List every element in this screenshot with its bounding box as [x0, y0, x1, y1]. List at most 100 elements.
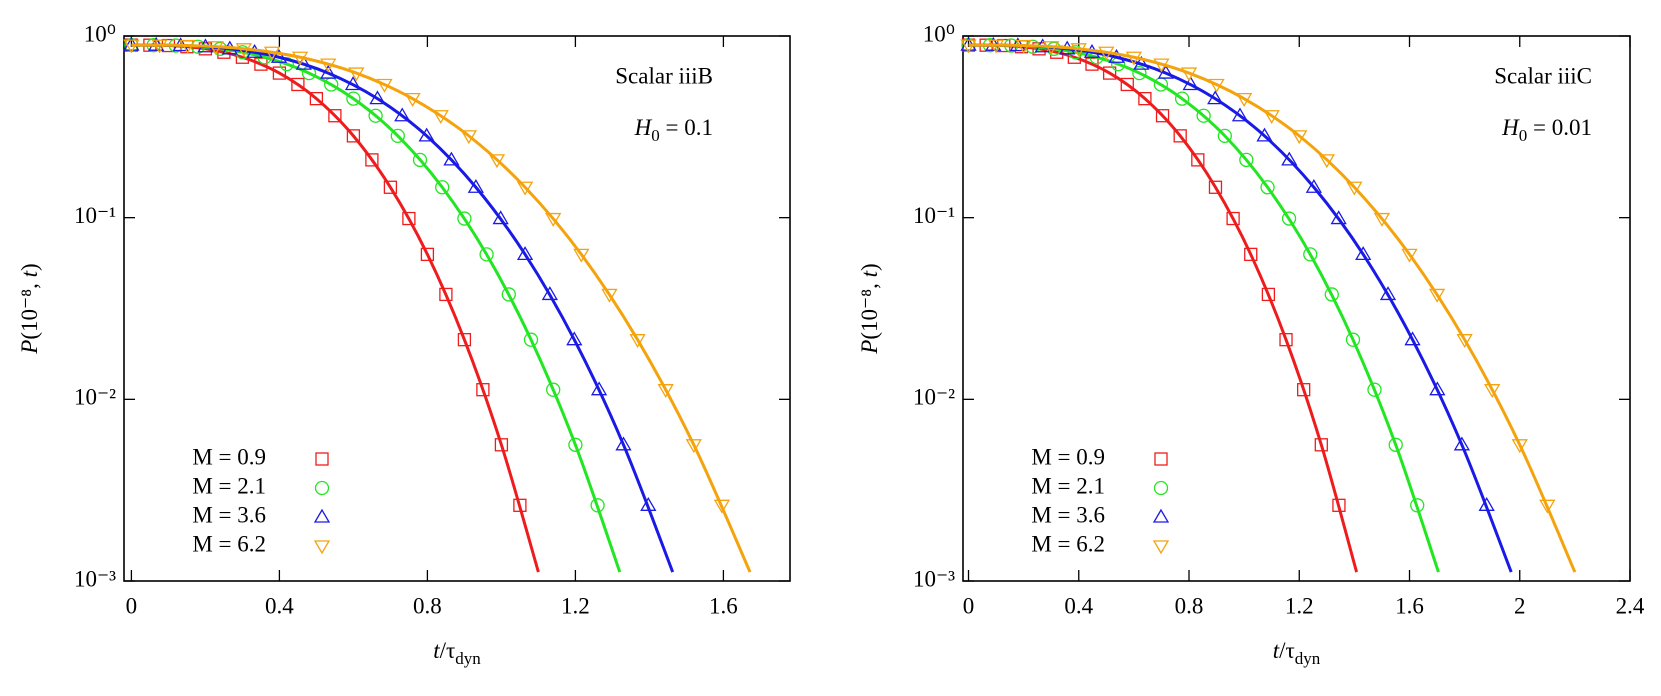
marker	[1208, 180, 1223, 194]
annotation-part: 0	[651, 126, 660, 145]
marker	[344, 76, 362, 91]
legend-label: M = 3.6	[192, 502, 266, 527]
marker	[1539, 499, 1556, 514]
marker	[272, 66, 287, 80]
marker	[1318, 154, 1335, 169]
x-tick-label: 0.4	[1064, 593, 1093, 618]
marker	[1260, 180, 1275, 195]
label-part: )	[17, 263, 42, 271]
y-tick-label: 10⁻²	[74, 385, 116, 410]
marker	[270, 48, 288, 63]
marker	[568, 437, 583, 452]
marker	[1133, 55, 1150, 70]
marker	[1191, 153, 1205, 167]
marker	[501, 287, 516, 302]
marker	[460, 130, 477, 145]
marker	[1236, 92, 1253, 107]
annotation-part: = 0.1	[660, 115, 713, 140]
y-tick-label: 10⁻²	[913, 385, 955, 410]
marker	[346, 129, 361, 143]
legend-marker	[1153, 480, 1169, 496]
marker	[404, 92, 421, 107]
marker	[383, 180, 398, 194]
y-axis-label: P(10⁻⁸, t)	[17, 263, 42, 354]
marker	[1367, 382, 1382, 397]
marker	[151, 39, 168, 54]
x-axis-label: t/τdyn	[433, 638, 481, 668]
marker	[1305, 178, 1322, 193]
marker	[1453, 436, 1471, 451]
fit-curve	[968, 43, 1577, 573]
annotation: Scalar iiiB	[615, 63, 713, 88]
marker	[1244, 247, 1258, 262]
y-tick-label: 10⁰	[923, 21, 955, 46]
marker	[1098, 46, 1115, 61]
label-part: t	[433, 638, 440, 663]
label-part: P	[857, 340, 882, 355]
legend-label: M = 2.1	[1031, 473, 1105, 498]
legend-label: M = 0.9	[1031, 444, 1105, 469]
x-tick-label: 1.6	[1395, 593, 1424, 618]
marker	[1196, 108, 1211, 123]
legend-marker	[1152, 540, 1170, 555]
marker	[523, 332, 539, 347]
marker	[657, 384, 674, 398]
legend-label: M = 2.1	[192, 473, 266, 498]
legend-marker	[1152, 508, 1170, 523]
marker	[1120, 77, 1134, 92]
fit-curve	[131, 43, 540, 573]
marker	[713, 499, 731, 514]
marker	[1355, 246, 1372, 261]
marker	[1239, 152, 1254, 168]
x-tick-label: 1.2	[1285, 593, 1314, 618]
marker	[1314, 438, 1328, 452]
marker	[1330, 210, 1347, 225]
legend-marker	[313, 540, 331, 555]
annotation-part: 0	[1519, 126, 1528, 145]
marker	[1070, 43, 1087, 58]
marker	[640, 497, 657, 511]
label-part: /τ	[440, 638, 456, 663]
marker	[492, 210, 509, 225]
marker	[457, 211, 472, 226]
marker	[1429, 381, 1446, 396]
x-tick-label: 1.6	[709, 593, 738, 618]
marker	[369, 90, 386, 105]
marker	[291, 51, 309, 66]
marker	[207, 41, 224, 56]
marker	[348, 67, 365, 82]
marker	[368, 108, 383, 123]
label-part: )	[857, 263, 882, 271]
marker	[1404, 331, 1421, 346]
marker	[479, 247, 494, 262]
y-tick-label: 10⁻³	[74, 566, 116, 591]
x-axis-label: t/τdyn	[1273, 638, 1321, 668]
annotation: H0 = 0.1	[634, 115, 713, 145]
marker	[1332, 498, 1346, 512]
marker	[1043, 41, 1060, 56]
x-tick-label: 0	[963, 593, 975, 618]
fit-curve	[131, 43, 752, 573]
marker	[1484, 384, 1501, 398]
marker	[590, 381, 608, 396]
legend-marker	[1154, 452, 1168, 466]
marker	[1231, 107, 1249, 122]
marker	[601, 288, 618, 303]
marker	[1346, 181, 1363, 196]
panel: 10⁰ 10⁻¹ 10⁻² 10⁻³ 0 0.4 0.8 1.2 1.6 t/τdyn P(10⁻⁸…	[17, 21, 791, 668]
marker	[1015, 39, 1032, 54]
annotation: H0 = 0.01	[1501, 115, 1592, 145]
y-tick-label: 10⁻¹	[74, 203, 116, 228]
marker	[516, 181, 534, 196]
marker	[394, 107, 411, 122]
marker	[1478, 497, 1495, 511]
annotation-part: = 0.01	[1527, 115, 1592, 140]
marker	[418, 127, 435, 142]
marker	[320, 58, 337, 73]
marker	[435, 180, 450, 195]
marker	[494, 438, 509, 452]
x-tick-label: 1.2	[561, 593, 590, 618]
marker	[1157, 64, 1174, 79]
marker	[376, 78, 393, 93]
